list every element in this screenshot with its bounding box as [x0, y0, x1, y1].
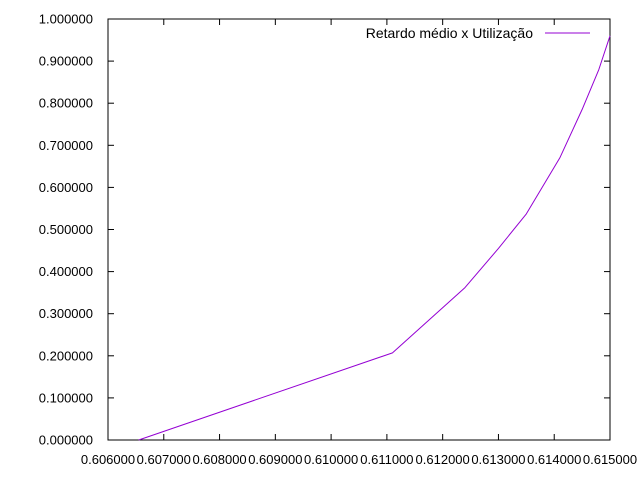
plot-frame	[107, 18, 611, 441]
y-tick-label: 1.000000	[39, 12, 93, 27]
y-tick-label: 0.800000	[39, 96, 93, 111]
x-tick-label: 0.612000	[416, 452, 470, 467]
axis-ticks	[107, 18, 611, 441]
x-tick-label: 0.606000	[81, 452, 135, 467]
x-tick-label: 0.610000	[304, 452, 358, 467]
legend-label: Retardo médio x Utilização	[366, 25, 534, 41]
y-tick-label: 0.600000	[39, 180, 93, 195]
y-tick-label: 0.200000	[39, 348, 93, 363]
y-tick-label: 0.900000	[39, 54, 93, 69]
x-tick-label: 0.614000	[527, 452, 581, 467]
series-line	[138, 35, 611, 441]
y-tick-label: 0.300000	[39, 306, 93, 321]
x-tick-label: 0.608000	[192, 452, 246, 467]
y-tick-label: 0.400000	[39, 264, 93, 279]
x-tick-label: 0.609000	[248, 452, 302, 467]
x-tick-labels: 0.606000 0.607000 0.608000 0.609000 0.610000…	[81, 452, 637, 467]
x-tick-label: 0.613000	[471, 452, 525, 467]
x-tick-label: 0.607000	[137, 452, 191, 467]
x-tick-label: 0.611000	[360, 452, 413, 467]
series-group	[138, 35, 611, 441]
x-tick-label: 0.615000	[583, 452, 637, 467]
y-tick-label: 0.500000	[39, 222, 93, 237]
y-tick-label: 0.000000	[39, 433, 93, 448]
y-tick-label: 0.100000	[39, 390, 93, 405]
y-tick-label: 0.700000	[39, 138, 93, 153]
y-tick-labels: 0.000000 0.100000 0.200000 0.300000 0.400000…	[39, 12, 93, 448]
legend: Retardo médio x Utilização	[366, 25, 590, 41]
